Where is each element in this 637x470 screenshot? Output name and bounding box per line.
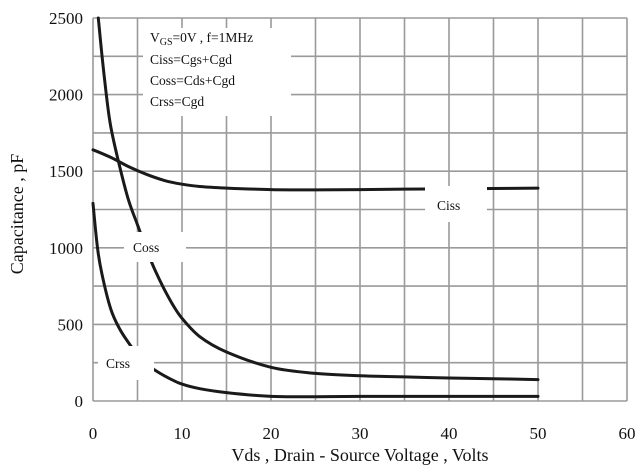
ciss-label-background [425,186,487,222]
y-tick-label: 1500 [49,162,83,181]
x-tick-label: 10 [174,424,191,443]
y-tick-label: 1000 [49,239,83,258]
condition-subscript: GS [160,37,173,48]
y-axis-title: Capacitance , pF [7,154,27,274]
annotation-coss-formula: Coss=Cds+Cgd [150,73,235,88]
crss-curve [91,201,540,399]
x-tick-label: 30 [352,424,369,443]
coss-label: Coss [133,240,159,255]
crss-label-background [98,346,154,380]
x-tick-label: 20 [263,424,280,443]
ciss-label: Ciss [437,198,460,213]
condition-prefix: V [150,30,160,45]
annotation-background [143,28,291,116]
x-tick-label: 60 [619,424,636,443]
y-tick-label: 2500 [49,9,83,28]
curve-labels: Ciss Coss Crss [98,186,487,380]
y-tick-label: 2000 [49,86,83,105]
crss-label: Crss [106,356,130,371]
y-tick-label: 500 [58,315,84,334]
coss-curve [96,16,540,382]
annotation-condition: VGS=0V , f=1MHz [150,30,253,48]
y-tick-label: 0 [75,392,84,411]
annotation-box: VGS=0V , f=1MHz Ciss=Cgs+Cgd Coss=Cds+Cg… [143,28,291,116]
x-axis-title: Vds , Drain - Source Voltage , Volts [231,445,488,465]
annotation-crss-formula: Crss=Cgd [150,94,204,109]
x-tick-label: 50 [530,424,547,443]
condition-suffix: =0V , f=1MHz [173,30,254,45]
annotation-ciss-formula: Ciss=Cgs+Cgd [150,52,232,67]
coss-label-background [124,232,186,262]
tick-labels: 0 10 20 30 40 50 60 0 500 1000 1500 2000 2500 [49,9,636,443]
x-tick-label: 0 [89,424,98,443]
x-tick-label: 40 [441,424,458,443]
